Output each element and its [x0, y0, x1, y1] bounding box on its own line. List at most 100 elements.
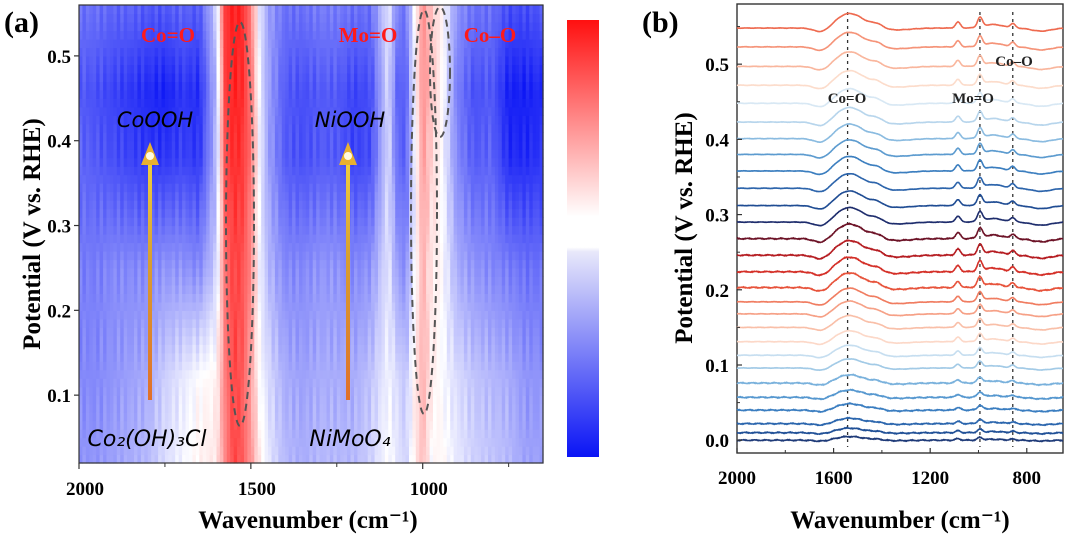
heatmap-cell [247, 267, 252, 277]
heatmap-cell [223, 386, 228, 396]
heatmap-cell [151, 284, 156, 294]
heatmap-cell [199, 318, 204, 328]
heatmap-cell [233, 276, 238, 286]
heatmap-cell [378, 174, 382, 184]
heatmap-cell [116, 276, 121, 286]
heatmap-cell [226, 310, 231, 320]
heatmap-cell [144, 327, 149, 337]
heatmap-cell [302, 30, 307, 40]
heatmap-cell [250, 64, 255, 74]
heatmap-cell [109, 22, 114, 32]
heatmap-cell [144, 293, 149, 303]
heatmap-cell [178, 318, 183, 328]
heatmap-cell [223, 234, 228, 244]
heatmap-cell [226, 267, 231, 277]
heatmap-cell [347, 98, 352, 108]
heatmap-cell [278, 310, 283, 320]
heatmap-cell [137, 200, 142, 210]
heatmap-cell [343, 318, 348, 328]
heatmap-cell [233, 5, 238, 15]
heatmap-cell [127, 132, 132, 142]
heatmap-cell [109, 284, 114, 294]
heatmap-cell [350, 106, 355, 116]
heatmap-cell [367, 157, 372, 167]
heatmap-cell [250, 412, 255, 422]
heatmap-cell [189, 420, 193, 430]
heatmap-cell [292, 64, 297, 74]
heatmap-cell [92, 412, 97, 422]
heatmap-cell [134, 208, 138, 218]
heatmap-cell [237, 412, 242, 422]
heatmap-cell [374, 13, 379, 23]
heatmap-cell [79, 140, 83, 150]
heatmap-cell [264, 38, 269, 48]
heatmap-cell [154, 420, 159, 430]
heatmap-cell [237, 369, 242, 379]
heatmap-cell [364, 115, 369, 125]
heatmap-cell [340, 352, 345, 362]
heatmap-cell [213, 378, 217, 388]
heatmap-cell [168, 301, 173, 311]
heatmap-cell [182, 174, 187, 184]
heatmap-cell [319, 293, 324, 303]
heatmap-cell [226, 378, 231, 388]
heatmap-cell [151, 191, 156, 201]
heatmap-cell [82, 378, 87, 388]
heatmap-cell [350, 5, 355, 15]
heatmap-cell [202, 344, 207, 354]
heatmap-cell [350, 386, 355, 396]
heatmap-cell [147, 13, 152, 23]
heatmap-cell [120, 429, 125, 439]
heatmap-cell [247, 327, 252, 337]
heatmap-cell [175, 47, 180, 57]
heatmap-cell [151, 5, 156, 15]
heatmap-cell [367, 293, 372, 303]
heatmap-cell [230, 267, 235, 277]
heatmap-cell [223, 5, 228, 15]
heatmap-cell [316, 55, 321, 65]
heatmap-cell [264, 403, 269, 413]
heatmap-cell [268, 284, 272, 294]
heatmap-cell [185, 437, 190, 447]
heatmap-cell [360, 420, 365, 430]
heatmap-cell [164, 386, 169, 396]
heatmap-cell [329, 242, 334, 252]
heatmap-cell [240, 132, 245, 142]
heatmap-cell [123, 335, 128, 345]
heatmap-cell [113, 378, 118, 388]
heatmap-cell [329, 310, 334, 320]
heatmap-cell [347, 13, 352, 23]
heatmap-cell [285, 284, 290, 294]
heatmap-cell [192, 174, 197, 184]
heatmap-cell [323, 412, 327, 422]
heatmap-cell [137, 13, 142, 23]
heatmap-cell [343, 81, 348, 91]
heatmap-cell [350, 344, 355, 354]
heatmap-cell [89, 132, 94, 142]
heatmap-cell [360, 5, 365, 15]
heatmap-cell [292, 217, 297, 227]
heatmap-cell [264, 234, 269, 244]
heatmap-cell [178, 293, 183, 303]
heatmap-cell [336, 149, 341, 159]
heatmap-cell [226, 327, 231, 337]
heatmap-cell [209, 327, 214, 337]
heatmap-cell [333, 106, 338, 116]
heatmap-cell [309, 5, 314, 15]
heatmap-cell [381, 13, 386, 23]
heatmap-cell [189, 200, 193, 210]
heatmap-cell [240, 191, 245, 201]
heatmap-cell [292, 183, 297, 193]
heatmap-cell [106, 149, 111, 159]
heatmap-cell [82, 386, 87, 396]
heatmap-cell [340, 115, 345, 125]
heatmap-cell [209, 293, 214, 303]
heatmap-cell [168, 30, 173, 40]
heatmap-cell [350, 174, 355, 184]
heatmap-cell [219, 259, 224, 269]
heatmap-cell [274, 30, 279, 40]
heatmap-cell [82, 446, 87, 456]
heatmap-cell [281, 361, 286, 371]
heatmap-cell [347, 446, 352, 456]
heatmap-cell [230, 13, 235, 23]
